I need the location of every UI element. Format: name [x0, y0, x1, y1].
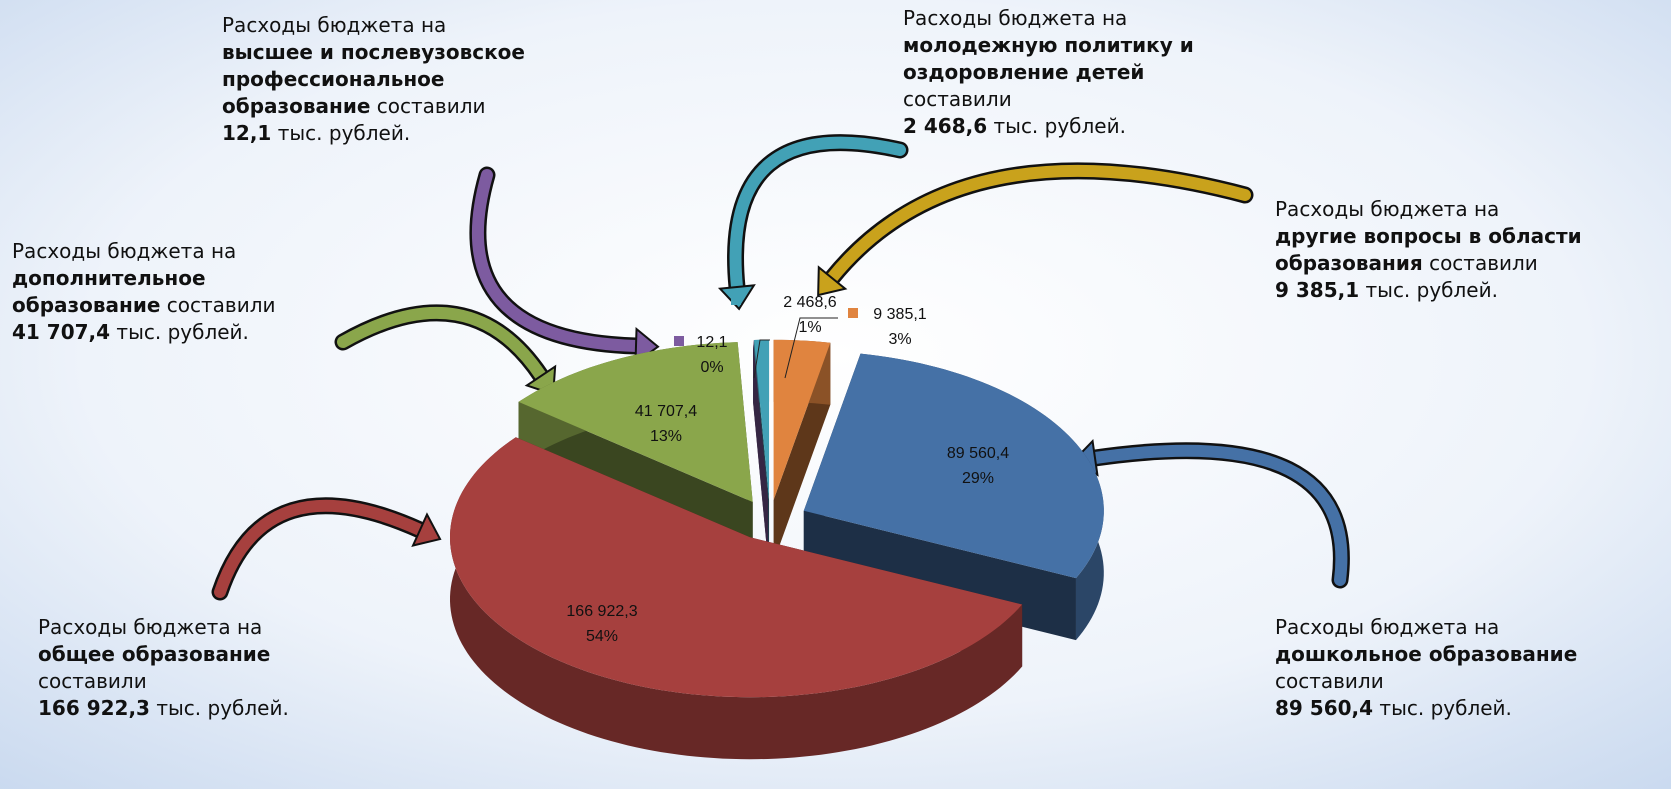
arrow-body — [826, 164, 1251, 284]
annotation-run: 2 468,6 — [903, 114, 987, 138]
value-label: 41 707,4 — [635, 403, 697, 420]
annotation-run: Расходы бюджета на — [222, 13, 446, 37]
slice-top — [753, 339, 769, 500]
label-key — [731, 295, 741, 305]
annotation-run: 89 560,4 — [1275, 696, 1373, 720]
annotation-run: составили — [160, 293, 275, 317]
annotation-run: Расходы бюджета на — [1275, 197, 1499, 221]
value-label: 166 922,3 — [566, 603, 637, 620]
annotation: Расходы бюджета на молодежную политику и о… — [903, 6, 1194, 138]
annotation-run: тыс. рублей. — [987, 114, 1126, 138]
annotation: Расходы бюджета на дополнительное образова… — [12, 239, 276, 344]
slice-top — [518, 342, 753, 502]
arrow-head — [411, 512, 442, 547]
leader-line — [784, 317, 838, 379]
annotation-run: профессиональное — [222, 67, 444, 91]
annotation-run: Расходы бюджета на — [903, 6, 1127, 30]
percent-label: 54% — [586, 628, 618, 645]
annotation-run: Расходы бюджета на — [12, 239, 236, 263]
annotation-run: 41 707,4 — [12, 320, 110, 344]
value-label: 2 468,6 — [783, 294, 836, 311]
annotation-run: образования — [1275, 251, 1423, 275]
annotation-run: Расходы бюджета на — [38, 615, 262, 639]
value-label: 12,1 — [696, 334, 727, 351]
annotation-run: тыс. рублей. — [110, 320, 249, 344]
slice-side — [753, 339, 769, 562]
annotation-run: составили — [903, 87, 1012, 111]
arrow-body — [214, 499, 426, 598]
annotation: Расходы бюджета на другие вопросы в облас… — [1275, 197, 1582, 302]
annotation-run: дошкольное образование — [1275, 642, 1577, 666]
annotation-run: тыс. рублей. — [271, 121, 410, 145]
annotation-run: 166 922,3 — [38, 696, 150, 720]
slice-top — [754, 339, 770, 500]
annotation-run: Расходы бюджета на — [1275, 615, 1499, 639]
annotation-run: дополнительное — [12, 266, 206, 290]
label-key — [848, 308, 858, 318]
annotation-run: образование — [222, 94, 370, 118]
slice — [450, 437, 1023, 760]
annotation-run: оздоровление детей — [903, 60, 1144, 84]
annotation-run: составили — [370, 94, 485, 118]
arrow-body — [472, 169, 642, 352]
percent-label: 29% — [962, 470, 994, 487]
annotation-run: тыс. рублей. — [150, 696, 289, 720]
annotation-run: тыс. рублей. — [1373, 696, 1512, 720]
slice — [753, 339, 769, 562]
annotation-run: составили — [1275, 669, 1384, 693]
slice — [773, 339, 831, 562]
annotation-run: составили — [1423, 251, 1538, 275]
value-label: 89 560,4 — [947, 445, 1009, 462]
percent-label: 0% — [700, 359, 723, 376]
annotation: Расходы бюджета на общее образование соста… — [38, 615, 289, 720]
annotation-run: общее образование — [38, 642, 270, 666]
arrow-body — [1089, 444, 1348, 586]
value-label: 9 385,1 — [873, 306, 926, 323]
slice-wall — [450, 437, 1023, 760]
annotation-run: другие вопросы в области — [1275, 224, 1582, 248]
annotation-run: тыс. рублей. — [1359, 278, 1498, 302]
annotation-run: 12,1 — [222, 121, 271, 145]
arrow-body — [337, 307, 547, 382]
label-key — [674, 336, 684, 346]
annotation-run: составили — [38, 669, 147, 693]
annotation-run: образование — [12, 293, 160, 317]
percent-label: 13% — [650, 428, 682, 445]
slice-top — [450, 437, 1023, 698]
arrow-body — [729, 136, 906, 293]
slice-top — [803, 353, 1104, 579]
arrow-head — [817, 265, 848, 297]
annotation-run: молодежную политику и — [903, 33, 1194, 57]
percent-label: 3% — [888, 331, 911, 348]
percent-label: 1% — [798, 319, 821, 336]
leader-line — [753, 339, 770, 379]
annotation: Расходы бюджета на дошкольное образование… — [1275, 615, 1577, 720]
annotation-run: 9 385,1 — [1275, 278, 1359, 302]
slice-top — [773, 339, 831, 500]
annotation: Расходы бюджета на высшее и послевузовско… — [222, 13, 525, 145]
annotation-run: высшее и послевузовское — [222, 40, 525, 64]
